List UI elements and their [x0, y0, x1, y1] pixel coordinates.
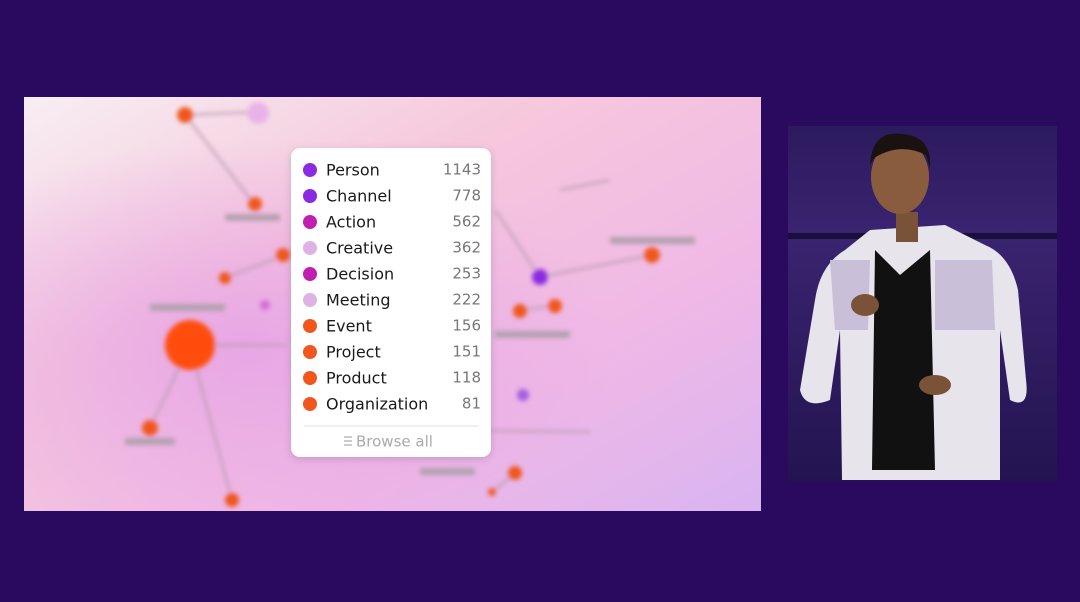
legend-label: Event: [326, 317, 372, 336]
legend-list: Person 1143 Channel 778 Action 562 Creative 362…: [303, 161, 481, 414]
graph-background: [125, 102, 695, 507]
legend-label: Person: [326, 161, 380, 180]
legend-count: 222: [452, 291, 481, 309]
legend-label: Product: [326, 369, 387, 388]
legend-card: [291, 148, 491, 457]
legend-label: Action: [326, 213, 376, 232]
browse-all[interactable]: Browse all: [356, 433, 433, 451]
legend-count: 1143: [443, 161, 481, 179]
legend-dot: [303, 319, 317, 333]
legend-count: 156: [452, 317, 481, 335]
legend-label: Project: [326, 343, 381, 362]
legend-count: 778: [452, 187, 481, 205]
speaker: [800, 133, 1027, 480]
legend-dot: [303, 345, 317, 359]
legend-dot: [303, 371, 317, 385]
browse-icon[interactable]: [344, 436, 352, 446]
legend-count: 118: [452, 369, 481, 387]
legend-dot: [303, 215, 317, 229]
legend-label: Channel: [326, 187, 392, 206]
legend-label: Creative: [326, 239, 393, 258]
legend-dot: [303, 293, 317, 307]
legend-dot: [303, 241, 317, 255]
legend-dot: [303, 397, 317, 411]
legend-count: 81: [462, 395, 481, 413]
legend-count: 362: [452, 239, 481, 257]
legend-count: 151: [452, 343, 481, 361]
legend-count: 562: [452, 213, 481, 231]
legend-count: 253: [452, 265, 481, 283]
legend-dot: [303, 163, 317, 177]
legend-label: Organization: [326, 395, 428, 414]
legend-dot: [303, 189, 317, 203]
legend-label: Meeting: [326, 291, 391, 310]
legend-dot: [303, 267, 317, 281]
legend-label: Decision: [326, 265, 394, 284]
